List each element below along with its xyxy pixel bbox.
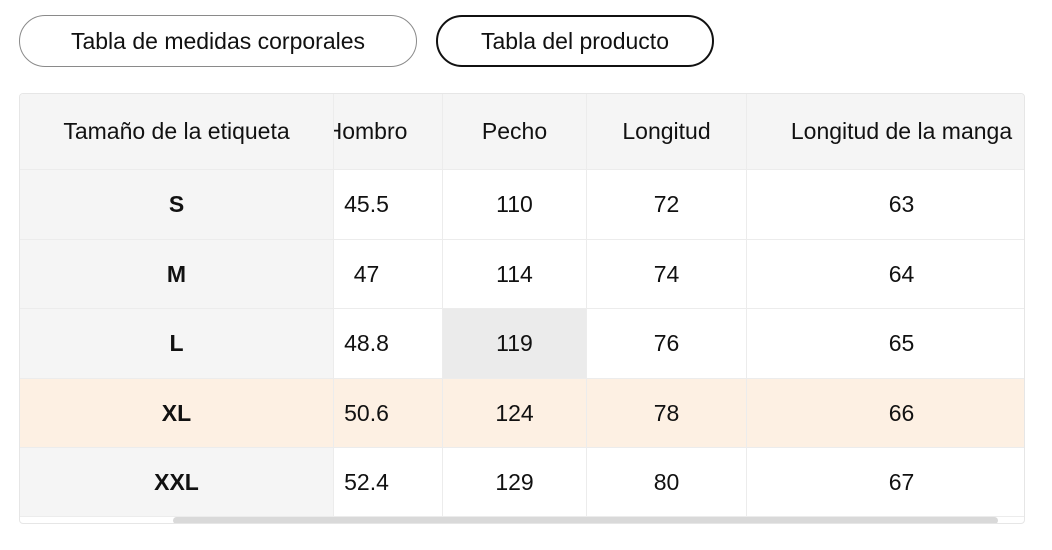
column-header: Longitud de la manga <box>747 94 1024 170</box>
measure-cell: 110 <box>443 170 587 240</box>
measure-cell: 124 <box>443 379 587 448</box>
measure-cell: 48.8 <box>291 309 443 379</box>
scrollbar[interactable] <box>173 517 998 523</box>
measure-cell: 67 <box>747 448 1024 517</box>
size-label: M <box>20 240 334 309</box>
measure-cell: 76 <box>587 309 747 379</box>
size-label: XL <box>20 379 334 448</box>
tab-button[interactable]: Tabla de medidas corporales <box>19 15 417 67</box>
size-label: XXL <box>20 448 334 517</box>
column-header: Longitud <box>587 94 747 170</box>
measure-cell: 65 <box>747 309 1024 379</box>
measure-cell: 64 <box>747 240 1024 309</box>
measure-cell: 66 <box>747 379 1024 448</box>
column-header: Pecho <box>443 94 587 170</box>
measure-cell: 47 <box>291 240 443 309</box>
measure-cell: 74 <box>587 240 747 309</box>
size-label: L <box>20 309 334 379</box>
measure-cell: 52.4 <box>291 448 443 517</box>
measure-cell: 78 <box>587 379 747 448</box>
column-header: Tamaño de la etiqueta <box>20 94 334 170</box>
measure-cell: 80 <box>587 448 747 517</box>
measure-cell: 72 <box>587 170 747 240</box>
measure-cell: 114 <box>443 240 587 309</box>
measure-cell: 129 <box>443 448 587 517</box>
tab-button-selected[interactable]: Tabla del producto <box>436 15 714 67</box>
size-table: Hombro 45.5 47 48.8 50.6 52.4 Pecho 110 114 119 12… <box>19 93 1025 524</box>
measure-cell: 63 <box>747 170 1024 240</box>
measure-cell: 119 <box>443 309 587 379</box>
measure-cell: 45.5 <box>291 170 443 240</box>
size-label: S <box>20 170 334 240</box>
